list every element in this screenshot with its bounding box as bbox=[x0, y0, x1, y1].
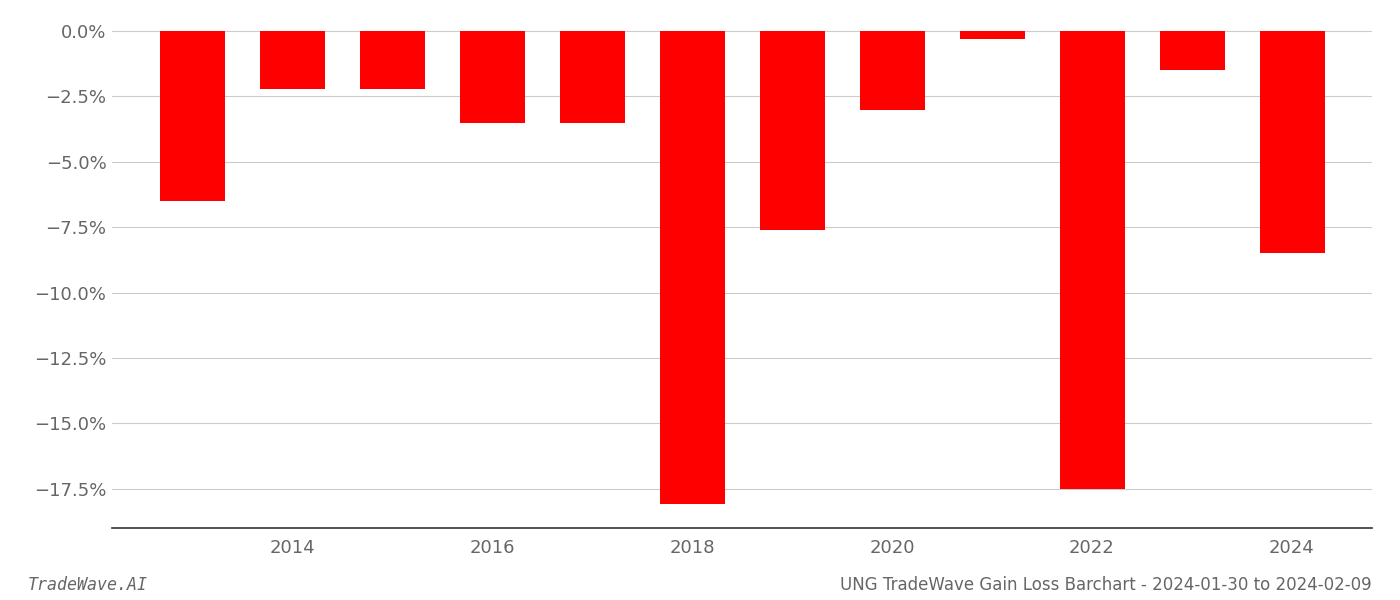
Bar bbox=[560, 31, 624, 122]
Text: UNG TradeWave Gain Loss Barchart - 2024-01-30 to 2024-02-09: UNG TradeWave Gain Loss Barchart - 2024-… bbox=[840, 576, 1372, 594]
Text: TradeWave.AI: TradeWave.AI bbox=[28, 576, 148, 594]
Bar bbox=[459, 31, 525, 122]
Bar bbox=[659, 31, 725, 505]
Bar bbox=[759, 31, 825, 230]
Bar bbox=[259, 31, 325, 89]
Bar bbox=[160, 31, 224, 201]
Bar bbox=[860, 31, 924, 110]
Bar bbox=[360, 31, 424, 89]
Bar bbox=[1260, 31, 1324, 253]
Bar bbox=[1159, 31, 1225, 70]
Bar bbox=[1060, 31, 1124, 489]
Bar bbox=[959, 31, 1025, 39]
